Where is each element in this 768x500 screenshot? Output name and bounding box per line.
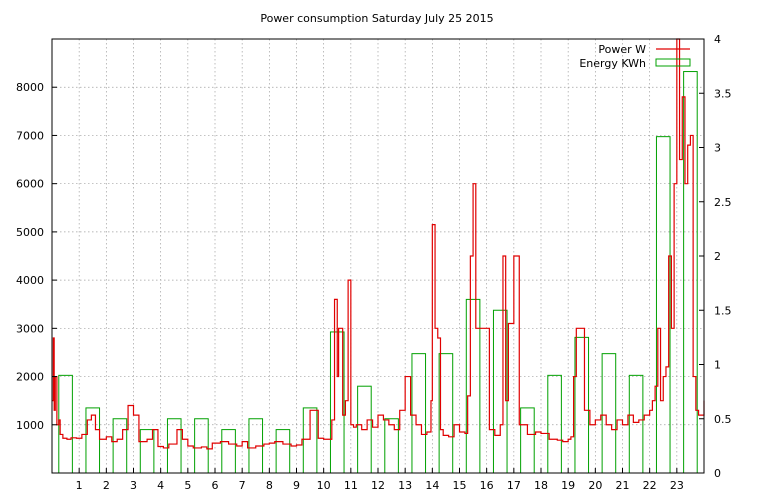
x-tick-label: 3 [130, 479, 137, 492]
y-left-tick-label: 6000 [16, 178, 44, 191]
x-tick-label: 7 [239, 479, 246, 492]
x-tick-label: 21 [616, 479, 630, 492]
energy-bar [275, 429, 291, 474]
x-tick-label: 17 [507, 479, 521, 492]
energy-bar [85, 407, 101, 474]
energy-bar [411, 353, 427, 474]
x-tick-label: 4 [157, 479, 164, 492]
grid [52, 39, 704, 473]
energy-bar [465, 298, 481, 474]
energy-bar [683, 71, 698, 474]
energy-bar [139, 429, 155, 474]
energy-bar [166, 418, 182, 474]
x-tick-label: 1 [76, 479, 83, 492]
energy-bar [547, 374, 562, 474]
x-tick-label: 12 [371, 479, 385, 492]
x-tick-label: 13 [398, 479, 412, 492]
y-left-tick-label: 8000 [16, 81, 44, 94]
y-left-tick-label: 4000 [16, 274, 44, 287]
x-tick-label: 16 [480, 479, 494, 492]
y-right-tick-label: 2 [714, 250, 721, 263]
x-tick-label: 10 [317, 479, 331, 492]
x-tick-label: 2 [103, 479, 110, 492]
power-line [52, 38, 705, 450]
energy-bar [112, 418, 128, 474]
x-tick-label: 23 [670, 479, 684, 492]
energy-bar [492, 309, 508, 474]
y-right-tick-label: 1.5 [714, 304, 732, 317]
y-right-tick-label: 3.5 [714, 87, 732, 100]
x-tick-label: 6 [212, 479, 219, 492]
axes: 1 2 3 4 5 6 7 8 9 10 11 12 13 14 15 16 17 18 19 20 21 22 23100… [16, 33, 732, 492]
power-series [52, 38, 705, 450]
legend-swatch-energy [655, 58, 691, 67]
energy-bar [221, 429, 236, 474]
x-tick-label: 11 [344, 479, 358, 492]
energy-bar [438, 353, 454, 474]
x-tick-label: 18 [534, 479, 548, 492]
y-right-tick-label: 0.5 [714, 413, 732, 426]
y-left-tick-label: 2000 [16, 371, 44, 384]
chart-title: Power consumption Saturday July 25 2015 [260, 12, 493, 25]
x-tick-label: 15 [453, 479, 467, 492]
x-tick-label: 5 [184, 479, 191, 492]
legend-label-energy: Energy KWh [579, 57, 646, 70]
y-right-tick-label: 1 [714, 359, 721, 372]
x-tick-label: 14 [425, 479, 439, 492]
energy-bar [194, 418, 209, 474]
x-tick-label: 9 [293, 479, 300, 492]
x-tick-label: 8 [266, 479, 273, 492]
energy-bar [601, 353, 617, 474]
legend-label-power: Power W [598, 43, 646, 56]
x-tick-label: 19 [561, 479, 575, 492]
y-right-tick-label: 0 [714, 467, 721, 480]
y-right-tick-label: 2.5 [714, 196, 732, 209]
energy-bar [655, 136, 671, 474]
y-left-tick-label: 1000 [16, 419, 44, 432]
y-right-tick-label: 4 [714, 33, 721, 46]
y-left-tick-label: 7000 [16, 129, 44, 142]
energy-bar [520, 407, 535, 474]
x-tick-label: 22 [643, 479, 657, 492]
x-tick-label: 20 [588, 479, 602, 492]
energy-bar [58, 374, 73, 474]
y-left-tick-label: 3000 [16, 322, 44, 335]
energy-bar [384, 418, 399, 474]
y-left-tick-label: 5000 [16, 226, 44, 239]
energy-bar [574, 336, 590, 474]
energy-bar [628, 374, 644, 474]
y-right-tick-label: 3 [714, 142, 721, 155]
